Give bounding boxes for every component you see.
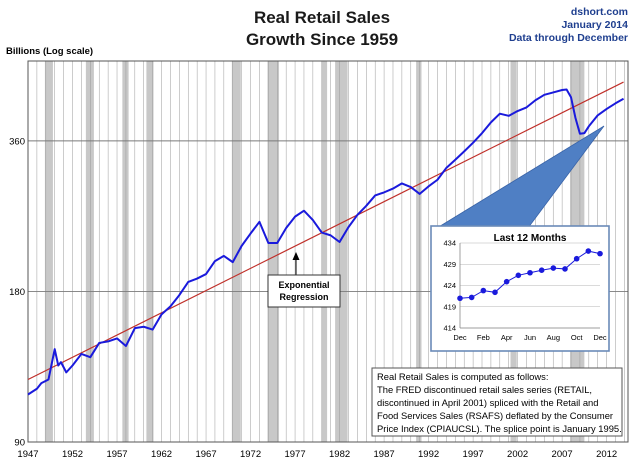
inset-x-tick-label: Jun [524,333,536,342]
inset-y-tick-label: 414 [443,324,456,333]
series-lines [27,81,625,396]
annotation-text-line2: Regression [279,292,328,302]
inset-point [503,278,510,285]
recession-band-6 [321,61,328,442]
x-tick-label: 1957 [106,449,127,460]
plot-frame [27,60,629,443]
inset-y-tick-labels: 414 419 424 429 434 [443,239,456,333]
inset-x-tick-labels: Dec Feb Apr Jun Aug Oct Dec [453,333,607,342]
inset-point [480,287,487,294]
inset-y-tick-label: 424 [443,281,456,290]
recession-band-0 [44,61,53,442]
recession-band-8 [416,61,422,442]
inset-point [492,289,498,296]
x-tick-label: 2007 [552,449,573,460]
x-tick-label: 1997 [463,449,484,460]
x-tick-label: 1952 [62,449,83,460]
inset-point [597,250,603,257]
x-tick-label: 1982 [329,449,350,460]
inset-point [550,265,557,271]
inset-title: Last 12 Months [494,233,567,244]
source-site: dshort.com [571,6,628,18]
y-axis-label: Billions (Log scale) [6,46,93,57]
inset-point [585,248,592,254]
recession-band-3 [146,61,154,442]
inset-grid [459,242,600,329]
y-tick-label: 360 [9,136,25,147]
inset-x-tick-label: Feb [477,333,490,342]
x-tick-label: 2012 [596,449,617,460]
inset-point [573,255,580,262]
inset-x-tick-label: Aug [547,333,560,342]
recession-band-5 [267,61,280,442]
regression-line [27,81,624,381]
y-tick-labels: 90 180 360 [9,136,25,448]
recession-band-1 [85,61,94,442]
inset-x-tick-label: Dec [453,333,467,342]
chart-title-line2: Growth Since 1959 [246,30,398,49]
retail-sales-line [27,88,625,396]
inset-point [538,267,545,274]
note-line-4: Food Services Sales (RSAFS) deflated by … [377,410,613,421]
inset-y-tick-label: 429 [443,260,456,269]
x-tick-label: 2002 [507,449,528,460]
x-tick-label: 1977 [284,449,305,460]
inset-chart: Last 12 Months 414 419 424 429 434 Dec Feb Apr… [430,225,610,352]
chart-title-line1: Real Retail Sales [254,8,390,27]
inset-series [457,248,603,302]
inset-x-tick-label: Dec [593,333,607,342]
y-tick-label: 180 [9,287,25,298]
note-line-5: Price Index (CPIAUCSL). The splice point… [377,423,622,434]
annotation-text-line1: Exponential [278,280,329,290]
note-line-1: Real Retail Sales is computed as follows… [377,371,548,382]
inset-y-tick-label: 419 [443,302,456,311]
inset-point [468,294,475,301]
recession-band-4 [231,61,241,442]
y-tick-label: 90 [14,438,25,449]
source-through: Data through December [509,32,628,44]
inset-x-tick-label: Oct [571,333,584,342]
regression-annotation: Exponential Regression [267,252,341,308]
inset-point [457,295,463,302]
x-tick-label: 1962 [151,449,172,460]
annotation-box [267,274,341,308]
recession-band-7 [335,61,348,442]
inset-point [562,266,568,272]
x-tick-label: 1992 [418,449,439,460]
inset-y-tick-label: 434 [443,239,456,248]
x-tick-label: 1987 [374,449,395,460]
inset-point [527,269,533,276]
inset-x-tick-label: Apr [501,333,513,342]
x-tick-label: 1967 [195,449,216,460]
source-date: January 2014 [561,19,628,31]
methodology-note: Real Retail Sales is computed as follows… [371,367,623,437]
recession-band-2 [122,61,129,442]
annotation-arrowhead [292,252,300,260]
inset-point [515,272,522,279]
inset-frame [430,225,610,352]
note-line-3: discontinued in April 2001) spliced with… [377,397,599,408]
x-tick-labels: 1947 1952 1957 1962 1967 1972 1977 1982 1987 1992… [17,449,617,460]
note-box [371,367,623,437]
note-line-2: The FRED discontinued retail sales serie… [377,384,592,395]
x-tick-label: 1972 [240,449,261,460]
x-tick-label: 1947 [17,449,38,460]
